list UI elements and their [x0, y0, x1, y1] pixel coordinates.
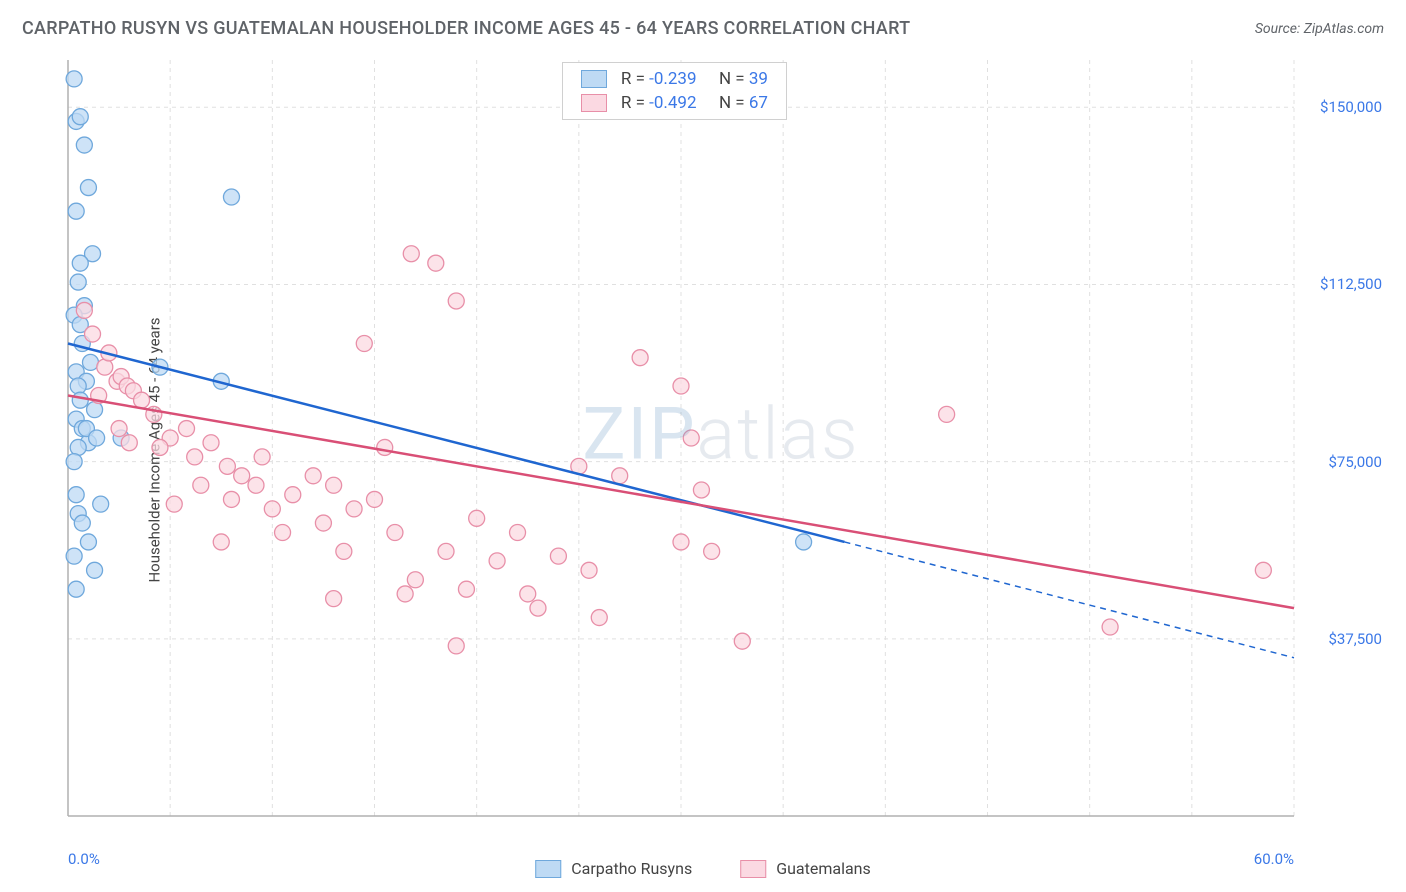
stats-swatch — [581, 70, 607, 88]
stats-r-label: R = -0.239 — [621, 69, 697, 89]
legend-item: Carpatho Rusyns — [535, 859, 692, 878]
stats-r-label: R = -0.492 — [621, 93, 697, 113]
stats-swatch — [581, 94, 607, 112]
y-tick-label: $150,000 — [1320, 98, 1382, 116]
y-tick-label: $112,500 — [1320, 275, 1382, 293]
source-label: Source: ZipAtlas.com — [1255, 21, 1384, 37]
legend-label: Guatemalans — [776, 859, 871, 878]
legend-item: Guatemalans — [740, 859, 871, 878]
legend-label: Carpatho Rusyns — [571, 859, 692, 878]
legend-swatch — [535, 860, 561, 878]
y-tick-label: $37,500 — [1328, 630, 1382, 648]
scatter-plot — [58, 56, 1384, 844]
stats-n-label: N = 39 — [711, 69, 768, 89]
stats-row: R = -0.239 N = 39 — [581, 67, 768, 91]
stats-box: R = -0.239 N = 39 R = -0.492 N = 67 — [562, 62, 787, 120]
chart-title: CARPATHO RUSYN VS GUATEMALAN HOUSEHOLDER… — [22, 18, 910, 39]
stats-row: R = -0.492 N = 67 — [581, 91, 768, 115]
legend-swatch — [740, 860, 766, 878]
stats-n-label: N = 67 — [711, 93, 768, 113]
x-tick-label: 60.0% — [1254, 850, 1294, 868]
chart-area: Householder Income Ages 45 - 64 years ZI… — [58, 56, 1384, 844]
x-tick-label: 0.0% — [68, 850, 100, 868]
y-tick-label: $75,000 — [1328, 453, 1382, 471]
legend: Carpatho Rusyns Guatemalans — [535, 859, 871, 878]
